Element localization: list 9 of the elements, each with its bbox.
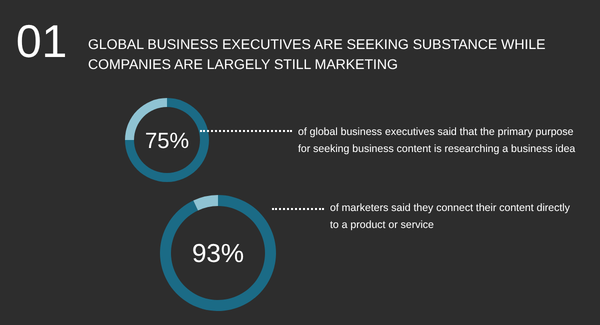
data-label: 75% <box>144 128 190 153</box>
donut-slice <box>160 195 276 311</box>
text: GLOBAL BUSINESS EXECUTIVES ARE SEEKING SUBSTANCE WHILE COMPANIES ARE LARGELY STILL MARKETING <box>88 35 546 74</box>
donut-slice <box>125 98 209 182</box>
donut-slice <box>193 195 218 210</box>
text: of marketers said they connect their content directly to a product or service <box>330 201 571 233</box>
text: of global business executives said that the primary purpose for seeking business content is researching a business idea <box>298 125 576 157</box>
data-label: 93% <box>192 238 244 268</box>
chart-title: 01 <box>16 14 68 68</box>
